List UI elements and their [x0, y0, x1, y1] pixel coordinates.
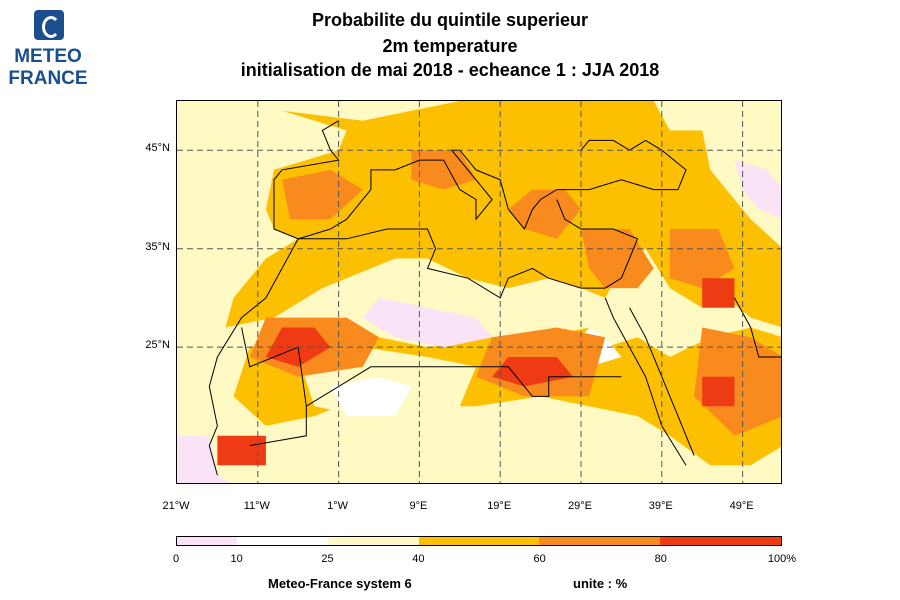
- meteo-france-logo: METEO FRANCE: [8, 8, 88, 90]
- region-10-25-mali: [330, 376, 412, 417]
- lon-tick-label: 19°E: [487, 500, 512, 512]
- lon-tick-label: 1°W: [327, 500, 349, 512]
- lon-tick-label: 9°E: [409, 500, 428, 512]
- region-80-100-sudan: [492, 357, 573, 387]
- lon-tick-label: 11°W: [243, 500, 270, 512]
- colorbar-segment: [177, 537, 238, 545]
- map-canvas: [177, 101, 781, 483]
- colorbar-segment: [418, 537, 540, 545]
- title-line-1: Probabilite du quintile superieur: [311, 10, 589, 30]
- model-name: Meteo-France system 6: [268, 576, 412, 591]
- colorbar-segment: [660, 537, 781, 545]
- lon-tick-label: 39°E: [648, 500, 673, 512]
- colorbar-segment: [237, 537, 328, 545]
- probability-map: [176, 100, 782, 484]
- region-40-60-north: [225, 101, 781, 328]
- colorbar-segment: [327, 537, 419, 545]
- region-60-80-iberia: [282, 169, 363, 220]
- colorbar-segment: [539, 537, 661, 545]
- lon-tick-label: 21°W: [162, 500, 190, 512]
- lat-tick-label: 25°N: [145, 339, 170, 352]
- border-sahara: [241, 327, 622, 408]
- unit-label: unite : %: [573, 576, 628, 591]
- lat-tick-label: 45°N: [145, 142, 170, 155]
- lon-tick-label: 29°E: [568, 500, 592, 512]
- lat-tick-label: 35°N: [145, 240, 170, 253]
- title-line-2: 2m temperature: [382, 36, 518, 56]
- coastline-red-sea-west: [604, 297, 687, 466]
- region-80-100-senegal: [217, 435, 266, 466]
- coastline-west-africa: [208, 238, 299, 476]
- region-0-10-libya: [362, 297, 493, 348]
- coastline-north-africa: [298, 199, 639, 299]
- colorbar: [176, 536, 782, 546]
- colorbar-tick-label: 25: [321, 553, 334, 565]
- region-0-10-west: [177, 435, 231, 483]
- logo-text-line1: METEO: [14, 46, 82, 67]
- lon-tick-label: 49°E: [729, 500, 754, 512]
- coastline-europe: [273, 120, 687, 240]
- region-60-80-aegean: [508, 189, 581, 239]
- border-mauritania: [249, 406, 307, 447]
- region-60-80-arabia: [694, 327, 781, 436]
- title-line-3: initialisation de mai 2018 - echeance 1 …: [240, 60, 660, 80]
- region-80-100-kuwait: [702, 278, 735, 308]
- meteo-france-emblem-icon: [34, 10, 64, 40]
- colorbar-tick-label: 10: [230, 553, 243, 565]
- region-60-80-iraq: [669, 229, 735, 289]
- region-0-10-caspian: [734, 160, 781, 219]
- logo-text-line2: FRANCE: [8, 68, 88, 89]
- colorbar-tick-label: 40: [412, 553, 425, 565]
- colorbar-tick-label: 100%: [767, 553, 797, 565]
- region-80-100-yemen: [702, 376, 735, 407]
- colorbar-tick-label: 80: [654, 553, 667, 565]
- colorbar-tick-label: 60: [533, 553, 546, 565]
- colorbar-tick-label: 0: [172, 553, 180, 565]
